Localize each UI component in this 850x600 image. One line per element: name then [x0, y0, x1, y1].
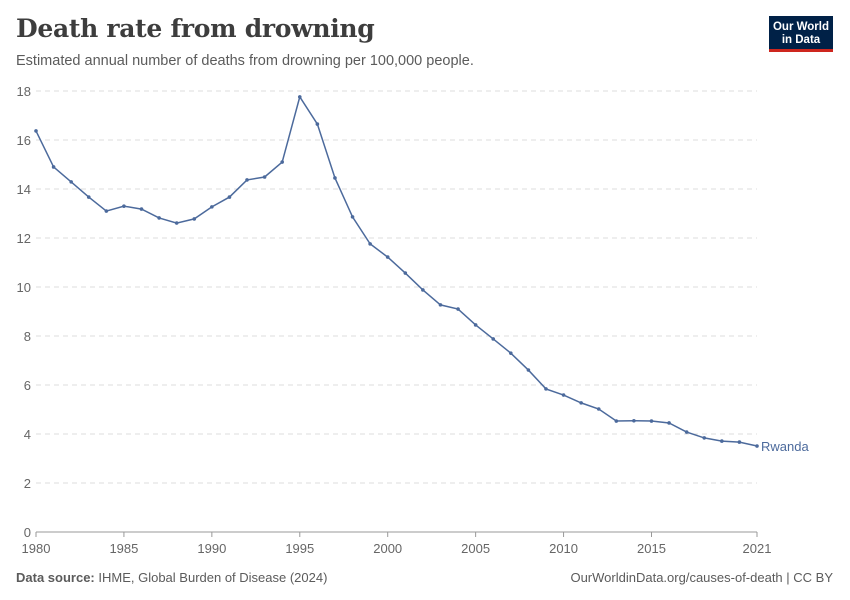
y-tick-label: 10: [17, 280, 31, 295]
data-point: [262, 175, 267, 179]
data-point: [649, 419, 654, 423]
y-tick-label: 12: [17, 231, 31, 246]
y-tick-label: 6: [24, 378, 31, 393]
x-tick-label: 1995: [285, 541, 314, 556]
data-point: [245, 178, 249, 182]
x-tick-label: 1985: [109, 541, 138, 556]
source-label: Data source:: [16, 570, 95, 585]
data-point: [720, 439, 724, 443]
series-label: Rwanda: [761, 439, 809, 454]
x-tick-label: 2000: [373, 541, 402, 556]
data-point: [385, 255, 390, 259]
y-tick-label: 0: [24, 525, 31, 540]
data-point: [280, 160, 284, 164]
data-point: [34, 129, 38, 133]
data-point: [421, 288, 425, 292]
data-point: [684, 430, 689, 434]
data-point: [596, 407, 601, 411]
data-point: [333, 176, 337, 180]
data-point: [315, 122, 320, 126]
y-tick-label: 8: [24, 329, 31, 344]
data-point: [561, 393, 566, 397]
data-point: [69, 180, 73, 184]
y-tick-label: 14: [17, 182, 31, 197]
series-line: [35, 95, 758, 447]
data-point: [702, 436, 707, 440]
data-point: [192, 217, 197, 221]
data-point: [438, 303, 443, 307]
data-point: [368, 242, 372, 246]
data-point: [297, 95, 302, 99]
y-tick-label: 18: [17, 84, 31, 99]
data-point: [456, 307, 460, 311]
y-tick-label: 4: [24, 427, 31, 442]
y-tick-label: 16: [17, 133, 31, 148]
data-point: [51, 165, 56, 169]
data-point: [544, 387, 548, 391]
data-point: [157, 216, 161, 220]
owid-logo[interactable]: Our World in Data: [769, 16, 833, 52]
data-point: [86, 195, 91, 199]
data-source: Data source: IHME, Global Burden of Dise…: [16, 570, 327, 585]
chart-subtitle: Estimated annual number of deaths from d…: [16, 53, 474, 69]
x-tick-label: 1990: [197, 541, 226, 556]
source-text: IHME, Global Burden of Disease (2024): [98, 570, 328, 585]
x-tick-label: 2010: [549, 541, 578, 556]
data-point: [122, 204, 126, 208]
data-point: [755, 444, 759, 448]
data-point: [227, 195, 232, 199]
x-tick-label: 2005: [461, 541, 490, 556]
x-tick-label: 2015: [637, 541, 666, 556]
y-tick-label: 2: [24, 476, 31, 491]
x-tick-label: 2021: [743, 541, 772, 556]
data-point: [614, 419, 619, 423]
data-point: [210, 205, 214, 209]
data-point: [632, 418, 636, 423]
data-point: [473, 323, 478, 327]
data-point: [737, 440, 742, 444]
data-point: [491, 337, 496, 341]
data-point: [350, 215, 355, 219]
x-tick-label: 1980: [22, 541, 51, 556]
data-point: [403, 271, 408, 275]
source-link[interactable]: OurWorldinData.org/causes-of-death | CC …: [570, 570, 833, 585]
data-point: [526, 368, 531, 372]
data-point: [667, 421, 671, 425]
data-point: [174, 221, 179, 225]
data-point: [509, 351, 513, 355]
data-point: [104, 209, 109, 213]
data-point: [579, 401, 583, 405]
chart-title: Death rate from drowning: [16, 14, 375, 43]
data-point: [139, 207, 144, 211]
